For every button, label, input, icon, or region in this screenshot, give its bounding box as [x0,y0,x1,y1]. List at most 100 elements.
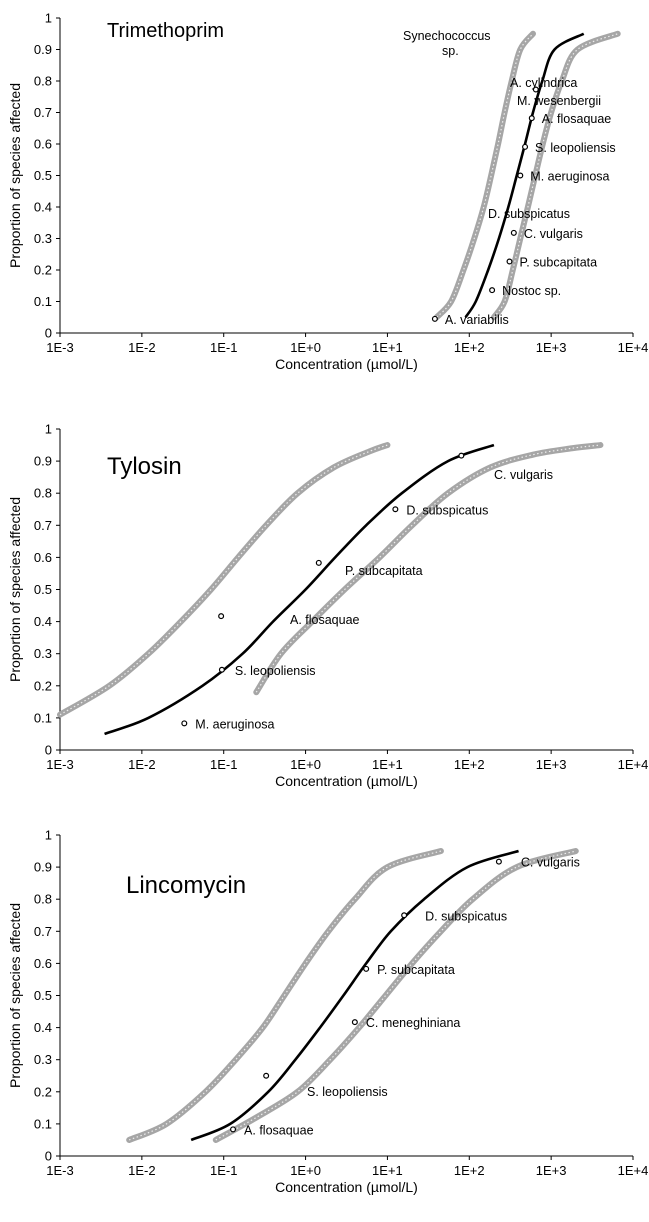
upper-ci-curve-texture [215,850,576,1141]
lincomycin-chart: 0 0.1 0.2 0.3 0.4 0.5 0.6 0.7 0.8 0.9 1 1E-3 1E-2 1E-… [7,828,649,1196]
species-label-a-flosaquae: A. flosaquae [542,112,612,126]
x-tick-label: 1E+4 [618,757,649,772]
tylosin-chart: 0 0.1 0.2 0.3 0.4 0.5 0.6 0.7 0.8 0.9 1 1E-3 1E-2 1E-… [7,422,649,790]
y-tick-label: 0.1 [34,294,52,309]
x-tick-label: 1E+1 [372,757,403,772]
y-tick-label: 0.1 [34,710,52,725]
y-tick-label: 0.2 [34,263,52,278]
trimethoprim-chart: 0 0.1 0.2 0.3 0.4 0.5 0.6 0.7 0.8 0.9 1 1E-3 1E-2 1E-… [7,11,649,373]
data-point-c-meneghiniana [351,1019,358,1026]
chart-title: Trimethoprim [107,20,224,42]
chart-title: Tylosin [107,453,182,480]
x-tick-label: 1E+3 [536,1163,567,1178]
species-label-a-variabilis: A. variabilis [445,313,509,327]
species-label-s-leopoliensis: S. leopoliensis [307,1085,388,1099]
x-tick-label: 1E-3 [46,757,73,772]
y-tick-label: 0.6 [34,956,52,971]
lower-ci-curve-texture [436,33,534,318]
upper-ci-curve-texture [493,33,618,318]
species-label-m-wesenbergii: M. wesenbergii [517,94,601,108]
y-tick-label: 0 [45,1149,52,1164]
data-point-p-subcapitata [363,965,370,972]
species-label-synechococcus-sp: sp. [442,44,459,58]
data-point-a-flosaquae [528,115,535,122]
x-tick-label: 1E+1 [372,1163,403,1178]
species-label-synechococcus-sp: Synechococcus [403,29,491,43]
y-tick-label: 0 [45,743,52,758]
data-point-p-subcapitata [506,258,513,265]
species-label-c-vulgaris: C. vulgaris [494,468,553,482]
upper-ci-curve [212,848,579,1143]
data-point-m-aeruginosa [517,172,524,179]
data-point-d-subspicatus [401,912,408,919]
species-label-d-subspicatus: D. subspicatus [406,503,488,517]
chart-title: Lincomycin [126,872,246,899]
lower-ci-curve [57,442,391,718]
x-tick-label: 1E-2 [128,340,155,355]
x-tick-label: 1E+1 [372,340,403,355]
species-label-m-aeruginosa: M. aeruginosa [530,170,609,184]
data-point-a-flosaquae [230,1126,237,1133]
y-tick-label: 0.9 [34,454,52,469]
fitted-ssd-curve [464,32,585,318]
x-tick-label: 1E+2 [454,340,485,355]
data-point-p-subcapitata [315,559,322,566]
y-tick-label: 0.5 [34,168,52,183]
data-point-d-subspicatus [392,506,399,513]
data-point-c-vulgaris [495,858,502,865]
y-tick-label: 1 [45,422,52,437]
tylosin-panel: 0 0.1 0.2 0.3 0.4 0.5 0.6 0.7 0.8 0.9 1 1E-3 1E-2 1E-… [0,407,649,814]
y-tick-label: 0.9 [34,860,52,875]
species-label-c-vulgaris: C. vulgaris [524,227,583,241]
x-tick-label: 1E-3 [46,1163,73,1178]
y-tick-label: 0.3 [34,646,52,661]
y-axis-title: Proportion of species affected [7,83,23,268]
y-tick-label: 0.4 [34,1020,52,1035]
lincomycin-panel: 0 0.1 0.2 0.3 0.4 0.5 0.6 0.7 0.8 0.9 1 1E-3 1E-2 1E-… [0,814,649,1221]
x-axis-title: Concentration (µmol/L) [275,1179,418,1195]
upper-ci-curve-texture [255,444,601,693]
data-point-a-flosaquae [218,613,225,620]
x-tick-label: 1E+0 [290,340,321,355]
data-point-m-aeruginosa [181,720,188,727]
fitted-ssd-curve [190,849,519,1142]
x-tick-label: 1E+2 [454,1163,485,1178]
x-tick-label: 1E+4 [618,1163,649,1178]
species-label-d-subspicatus: D. subspicatus [425,909,507,923]
y-tick-label: 0.3 [34,1052,52,1067]
y-tick-label: 0.6 [34,550,52,565]
x-tick-label: 1E+4 [618,340,649,355]
data-point-nostoc-sp [489,287,496,294]
x-tick-label: 1E-1 [210,757,237,772]
species-label-c-vulgaris: C. vulgaris [521,856,580,870]
species-label-m-aeruginosa: M. aeruginosa [195,717,274,731]
y-tick-label: 0.8 [34,74,52,89]
trimethoprim-panel: 0 0.1 0.2 0.3 0.4 0.5 0.6 0.7 0.8 0.9 1 1E-3 1E-2 1E-… [0,0,649,407]
x-tick-label: 1E+2 [454,757,485,772]
y-tick-label: 0.8 [34,892,52,907]
species-label-d-subspicatus: D. subspicatus [488,207,570,221]
species-label-a-flosaquae: A. flosaquae [290,613,360,627]
y-tick-label: 0.7 [34,924,52,939]
species-label-a-flosaquae: A. flosaquae [244,1123,314,1137]
x-tick-label: 1E+3 [536,340,567,355]
data-point-s-leopoliensis [218,666,225,673]
y-tick-label: 0.2 [34,678,52,693]
x-tick-label: 1E-2 [128,757,155,772]
y-tick-label: 0.8 [34,486,52,501]
y-tick-label: 0 [45,326,52,341]
data-point-a-variabilis [431,315,438,322]
species-label-s-leopoliensis: S. leopoliensis [535,141,616,155]
y-tick-label: 0.3 [34,231,52,246]
y-tick-label: 1 [45,828,52,843]
y-axis-title: Proportion of species affected [7,497,23,682]
data-point-c-vulgaris [510,229,517,236]
species-label-c-meneghiniana: C. meneghiniana [366,1016,461,1030]
y-tick-label: 0.9 [34,42,52,57]
y-tick-label: 0.5 [34,988,52,1003]
lower-ci-curve-texture [128,850,442,1141]
x-tick-label: 1E+3 [536,757,567,772]
species-label-p-subcapitata: P. subcapitata [345,564,423,578]
x-axis-title: Concentration (µmol/L) [275,356,418,372]
lower-ci-curve-texture [59,444,388,716]
